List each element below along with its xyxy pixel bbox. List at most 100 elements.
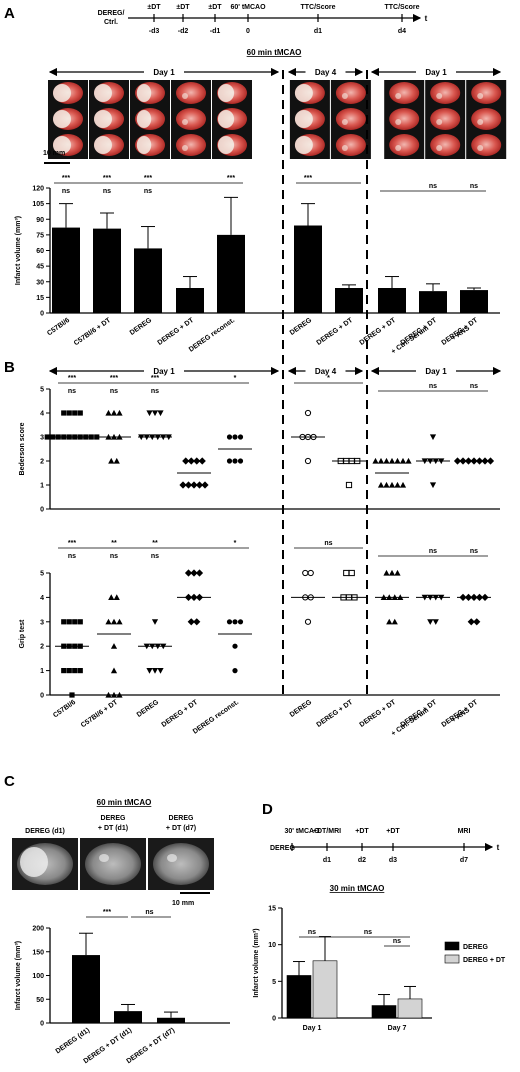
y-tick-label: 30 [36, 279, 44, 286]
data-point [157, 410, 164, 417]
significance-label: ns [151, 553, 159, 560]
data-point [226, 458, 233, 464]
y-tick-label: 15 [36, 295, 44, 302]
data-point [146, 668, 153, 674]
data-point [467, 618, 475, 626]
infarct-area [53, 84, 71, 102]
data-point [157, 668, 164, 674]
data-point [108, 457, 115, 464]
data-point [473, 618, 481, 626]
data-point [184, 481, 193, 489]
mri-lesion [167, 854, 177, 862]
infarct-area [94, 110, 112, 128]
significance-label: ns [470, 183, 478, 190]
significance-label: *** [227, 175, 235, 182]
data-point [302, 569, 309, 577]
scale-bar-label: 10 mm [43, 150, 65, 157]
significance-label: ns [62, 188, 70, 195]
legend-label: DEREG + DT [463, 957, 506, 964]
infarct-area [395, 145, 402, 151]
panel-c-mri-images: DEREG (d1) DEREG + DT (d1) DEREG + DT (d7) [12, 815, 214, 890]
data-point [77, 668, 83, 674]
data-point [394, 457, 401, 464]
y-tick-label: 45 [36, 264, 44, 271]
infarct-area [217, 136, 235, 154]
data-point [184, 569, 193, 577]
infarct-area [477, 119, 484, 125]
significance-label: ns [68, 553, 76, 560]
data-point [232, 458, 238, 464]
timeline-day-label: 0 [246, 28, 250, 35]
timeline-day-label: d2 [358, 857, 366, 864]
panel-letter-a: A [4, 5, 15, 22]
y-tick-label: 75 [36, 232, 44, 239]
infarct-area [436, 145, 443, 151]
bar [371, 1005, 397, 1019]
significance-label: ns [324, 540, 332, 547]
significance-label: *** [68, 375, 76, 382]
y-tick-label: 0 [40, 507, 44, 514]
section-dividers [282, 70, 368, 700]
significance-label: ** [111, 540, 117, 547]
significance-label: *** [103, 175, 111, 182]
y-axis-label: Bederson score [19, 422, 26, 475]
data-point [77, 410, 83, 416]
infarct-area [294, 110, 313, 128]
y-tick-label: 2 [40, 459, 44, 466]
data-point [61, 619, 67, 625]
infarct-area [477, 93, 484, 99]
data-point [198, 457, 206, 465]
data-point [345, 481, 353, 489]
brain-slice [471, 108, 502, 130]
timeline-day-label: -d2 [178, 28, 189, 35]
chart-a-infarct-volume: 0 15 30 45 60 75 90 105 120 Infarct volume (mm³) C… [15, 175, 500, 356]
data-point [388, 457, 396, 464]
data-point [232, 434, 238, 440]
data-point [66, 410, 72, 416]
x-tick-label: C57Bl/6 [52, 699, 77, 720]
infarct-area [182, 93, 188, 99]
data-point [151, 410, 159, 417]
data-point [388, 481, 396, 488]
y-tick-label: 2 [40, 644, 44, 651]
significance-label: *** [68, 540, 76, 547]
data-point [72, 668, 78, 674]
data-point [94, 434, 100, 440]
significance-label: ns [470, 548, 478, 555]
timeline-group-label: DEREG/ [98, 10, 125, 17]
y-tick-label: 100 [32, 973, 44, 980]
data-point [343, 569, 350, 577]
data-point [391, 618, 398, 625]
y-axis-label: Infarct volume (mm³) [15, 216, 22, 285]
infarct-area [182, 119, 188, 125]
timeline-event-label: ±DT [208, 4, 222, 11]
infarct-area [136, 84, 152, 102]
x-tick-label: DEREG [136, 699, 161, 719]
data-point [44, 434, 50, 440]
chart-c-infarct-volume: 0 50 100 150 200 Infarct volume (mm³) DEREG (d… [15, 909, 230, 1065]
x-tick-label: Day 7 [388, 1025, 407, 1032]
data-point [105, 691, 112, 698]
infarct-area [294, 84, 313, 102]
data-point [110, 409, 118, 416]
brain-slice [389, 108, 420, 130]
data-point [113, 457, 120, 464]
data-point [394, 481, 401, 488]
x-tick-label: DEREG + DT [359, 698, 398, 728]
significance-label: ** [152, 540, 158, 547]
mri-lesion [99, 854, 109, 862]
data-point [108, 594, 115, 600]
mri-image-label: + DT (d1) [98, 825, 128, 832]
data-point [304, 409, 312, 417]
y-tick-label: 3 [40, 619, 44, 626]
significance-label: * [327, 375, 330, 382]
significance-label: ns [68, 388, 76, 395]
y-tick-label: 1 [40, 668, 44, 675]
significance-label: * [234, 375, 237, 382]
x-tick-label: DEREG reconst. [192, 699, 240, 736]
panel-letter-b: B [4, 359, 15, 376]
panel-d-subtitle: 30 min tMCAO [330, 884, 385, 893]
x-tick-label: + Ctrl. Serum [390, 325, 430, 356]
bar [134, 248, 162, 313]
